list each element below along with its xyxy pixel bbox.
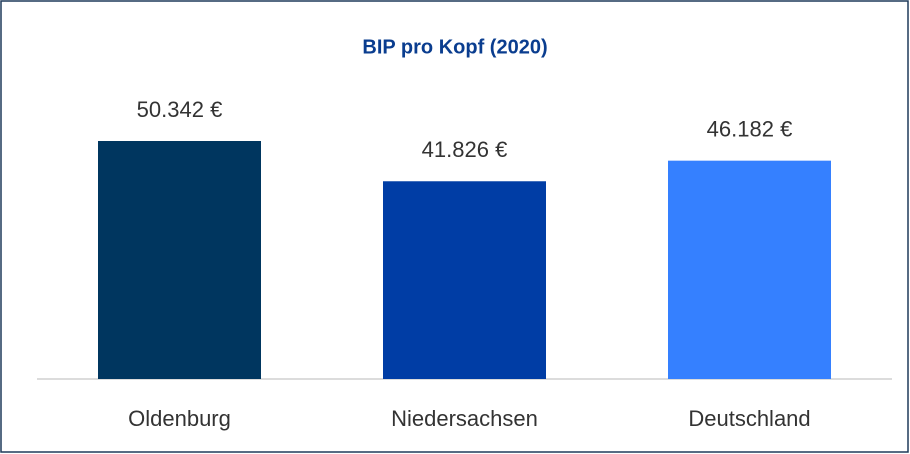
bar xyxy=(668,160,831,379)
x-tick-label: Deutschland xyxy=(688,406,810,431)
x-tick-label: Niedersachsen xyxy=(391,406,538,431)
bar xyxy=(98,141,261,379)
value-label: 46.182 € xyxy=(707,116,793,141)
x-tick-label: Oldenburg xyxy=(128,406,231,431)
bar xyxy=(383,181,546,379)
chart-title: BIP pro Kopf (2020) xyxy=(362,36,547,58)
value-label: 41.826 € xyxy=(422,137,508,162)
value-label: 50.342 € xyxy=(137,97,223,122)
